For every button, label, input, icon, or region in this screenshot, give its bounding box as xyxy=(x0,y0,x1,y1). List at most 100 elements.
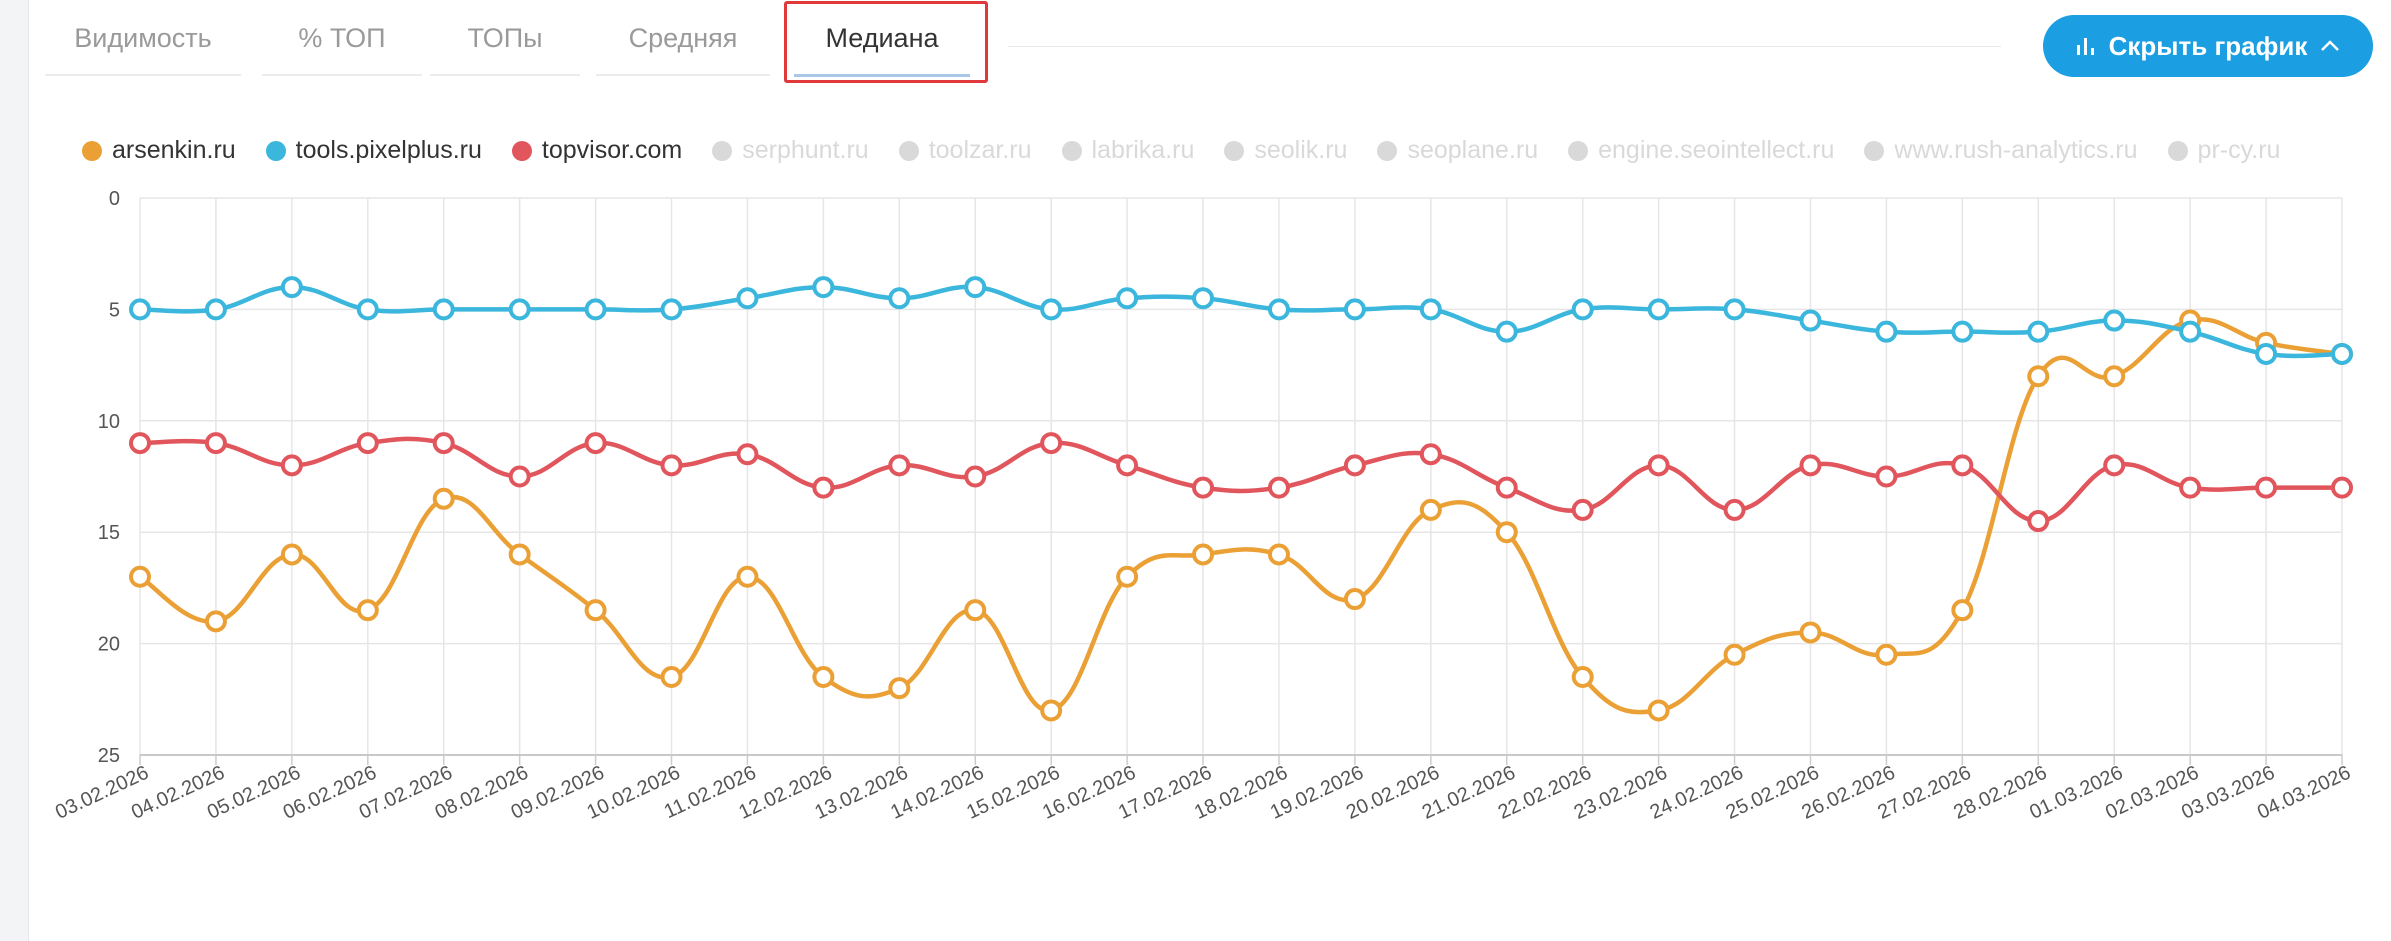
data-point xyxy=(1799,454,1822,477)
legend-item[interactable]: labrika.ru xyxy=(1061,136,1195,165)
legend-dot xyxy=(898,140,919,161)
data-point xyxy=(736,287,759,310)
legend-item[interactable]: tools.pixelplus.ru xyxy=(265,136,482,165)
legend-item[interactable]: serphunt.ru xyxy=(712,136,869,165)
data-point xyxy=(964,465,987,488)
data-point xyxy=(1192,476,1215,499)
data-point xyxy=(204,432,227,455)
divider xyxy=(1008,46,2001,47)
legend-dot xyxy=(1864,140,1885,161)
legend-item[interactable]: seolik.ru xyxy=(1224,136,1347,165)
data-point xyxy=(1419,443,1442,466)
tab[interactable]: % ТОП xyxy=(262,0,422,76)
tab[interactable]: Видимость xyxy=(45,0,241,76)
data-point xyxy=(660,298,683,321)
data-point xyxy=(888,454,911,477)
data-point xyxy=(129,298,151,321)
hide-chart-button[interactable]: Скрыть график xyxy=(2043,15,2373,77)
legend-label: toolzar.ru xyxy=(928,136,1032,164)
data-point xyxy=(1343,298,1366,321)
data-point xyxy=(508,465,531,488)
data-point xyxy=(432,487,455,510)
data-point xyxy=(660,454,683,477)
highlight-box xyxy=(784,1,988,83)
legend-label: seolik.ru xyxy=(1254,136,1348,164)
data-point xyxy=(1419,498,1442,521)
tab[interactable]: ТОПы xyxy=(430,0,580,76)
sidebar xyxy=(0,0,29,941)
legend-dot xyxy=(1061,140,1082,161)
legend-label: serphunt.ru xyxy=(742,136,869,164)
data-point xyxy=(584,432,607,455)
button-label: Скрыть график xyxy=(2108,30,2308,61)
legend-item[interactable]: toolzar.ru xyxy=(898,136,1032,165)
series-line xyxy=(139,284,2343,359)
data-point xyxy=(964,276,987,299)
legend-item[interactable]: seoplane.ru xyxy=(1377,136,1538,165)
data-point xyxy=(888,677,911,700)
data-point xyxy=(2179,320,2202,343)
data-point xyxy=(1951,320,1974,343)
series-line xyxy=(138,317,2343,715)
data-point xyxy=(736,443,759,466)
legend-dot xyxy=(2167,140,2188,161)
data-point xyxy=(1647,699,1670,722)
data-point xyxy=(356,599,379,622)
data-point xyxy=(508,543,531,566)
data-point xyxy=(1116,287,1139,310)
data-point xyxy=(1495,320,1518,343)
data-point xyxy=(1647,454,1670,477)
legend-label: engine.seointellect.ru xyxy=(1598,136,1835,164)
data-point xyxy=(2103,454,2126,477)
data-point xyxy=(1116,454,1139,477)
legend-dot xyxy=(712,140,733,161)
data-point xyxy=(1799,309,1822,332)
data-point xyxy=(2255,476,2278,499)
data-point xyxy=(1571,298,1594,321)
data-point xyxy=(2027,365,2050,388)
legend-item[interactable]: pr-cy.ru xyxy=(2167,136,2280,165)
legend-label: labrika.ru xyxy=(1091,136,1195,164)
y-tick-label: 25 xyxy=(98,745,120,767)
data-point xyxy=(1875,320,1898,343)
data-point xyxy=(1875,643,1898,666)
legend-dot xyxy=(1377,140,1398,161)
data-point xyxy=(2103,309,2126,332)
data-point xyxy=(736,565,759,588)
tab[interactable]: Медиана xyxy=(794,0,970,77)
legend-item[interactable]: topvisor.com xyxy=(511,136,682,165)
y-tick-label: 15 xyxy=(98,522,120,544)
data-point xyxy=(1343,454,1366,477)
legend-label: seoplane.ru xyxy=(1407,136,1539,164)
legend-dot xyxy=(1224,140,1245,161)
tab[interactable]: Средняя xyxy=(596,0,770,76)
data-point xyxy=(204,610,227,633)
data-point xyxy=(280,454,303,477)
data-point xyxy=(1875,465,1898,488)
legend-item[interactable]: www.rush-analytics.ru xyxy=(1864,136,2138,165)
data-point xyxy=(964,599,987,622)
data-point xyxy=(1343,588,1366,611)
legend-item[interactable]: engine.seointellect.ru xyxy=(1568,136,1834,165)
legend-item[interactable]: arsenkin.ru xyxy=(82,136,236,165)
data-point xyxy=(280,543,303,566)
data-point xyxy=(432,298,455,321)
chart-icon xyxy=(2076,38,2094,55)
legend-label: arsenkin.ru xyxy=(112,136,236,164)
data-point xyxy=(2331,342,2353,365)
data-point xyxy=(129,565,151,588)
data-point xyxy=(1571,498,1594,521)
data-point xyxy=(1951,599,1974,622)
data-point xyxy=(280,276,303,299)
data-point xyxy=(584,599,607,622)
data-point xyxy=(2179,476,2202,499)
data-point xyxy=(2255,342,2278,365)
data-point xyxy=(1040,432,1063,455)
data-point xyxy=(812,666,835,689)
y-tick-label: 0 xyxy=(109,188,120,210)
data-point xyxy=(1267,543,1290,566)
data-point xyxy=(432,432,455,455)
data-point xyxy=(1495,476,1518,499)
